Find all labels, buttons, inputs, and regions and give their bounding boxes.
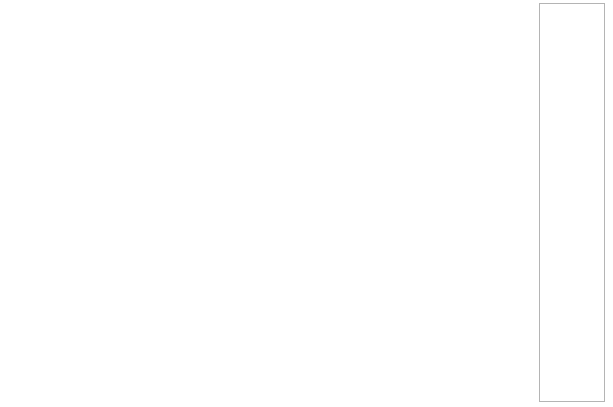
y-axis-label xyxy=(58,138,74,258)
legend xyxy=(539,3,605,402)
